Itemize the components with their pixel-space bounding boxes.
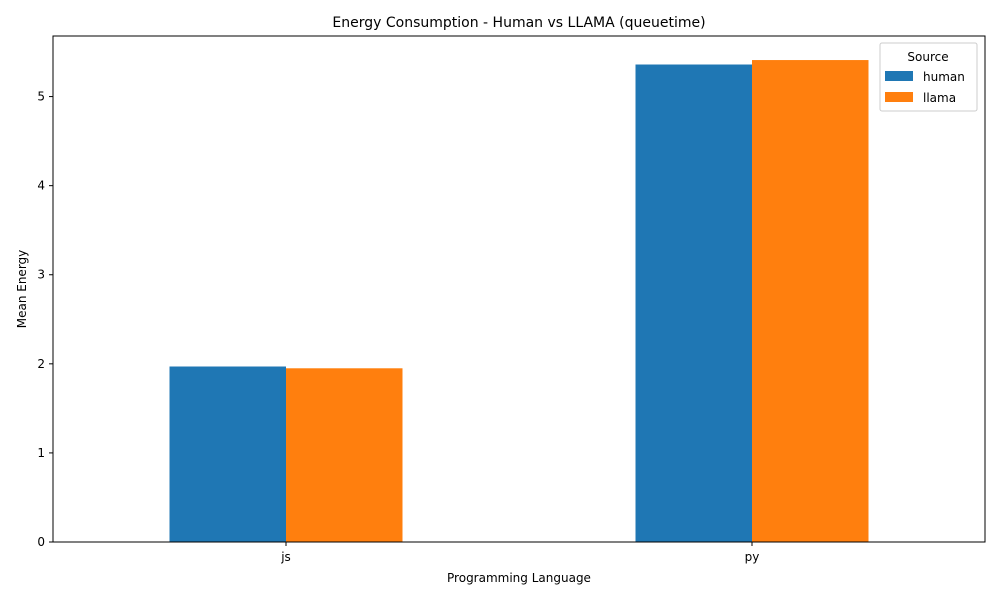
- x-axis-ticks: js py: [280, 542, 759, 564]
- legend-title: Source: [907, 50, 948, 64]
- chart-title: Energy Consumption - Human vs LLAMA (que…: [332, 15, 705, 31]
- x-tick-label-js: js: [280, 550, 291, 564]
- y-axis-ticks: 0 1 2 3 4 5: [37, 90, 53, 549]
- y-tick-label: 1: [37, 446, 45, 460]
- legend-label-human: human: [923, 70, 965, 84]
- bars-group: [169, 60, 869, 542]
- legend-swatch-llama: [885, 92, 913, 102]
- bar-llama-js: [286, 368, 403, 542]
- y-tick-label: 0: [37, 535, 45, 549]
- y-tick-label: 5: [37, 90, 45, 104]
- y-axis-label: Mean Energy: [15, 250, 29, 329]
- bar-llama-py: [752, 60, 869, 542]
- y-tick-label: 2: [37, 357, 45, 371]
- bar-human-js: [169, 366, 286, 542]
- y-tick-label: 4: [37, 179, 45, 193]
- legend: Source human llama: [879, 42, 978, 112]
- bar-human-py: [635, 64, 752, 542]
- plot-frame: [52, 35, 986, 543]
- y-tick-label: 3: [37, 268, 45, 282]
- x-tick-label-py: py: [745, 550, 760, 564]
- legend-swatch-human: [885, 71, 913, 81]
- x-axis-label: Programming Language: [447, 571, 591, 585]
- legend-label-llama: llama: [923, 91, 956, 105]
